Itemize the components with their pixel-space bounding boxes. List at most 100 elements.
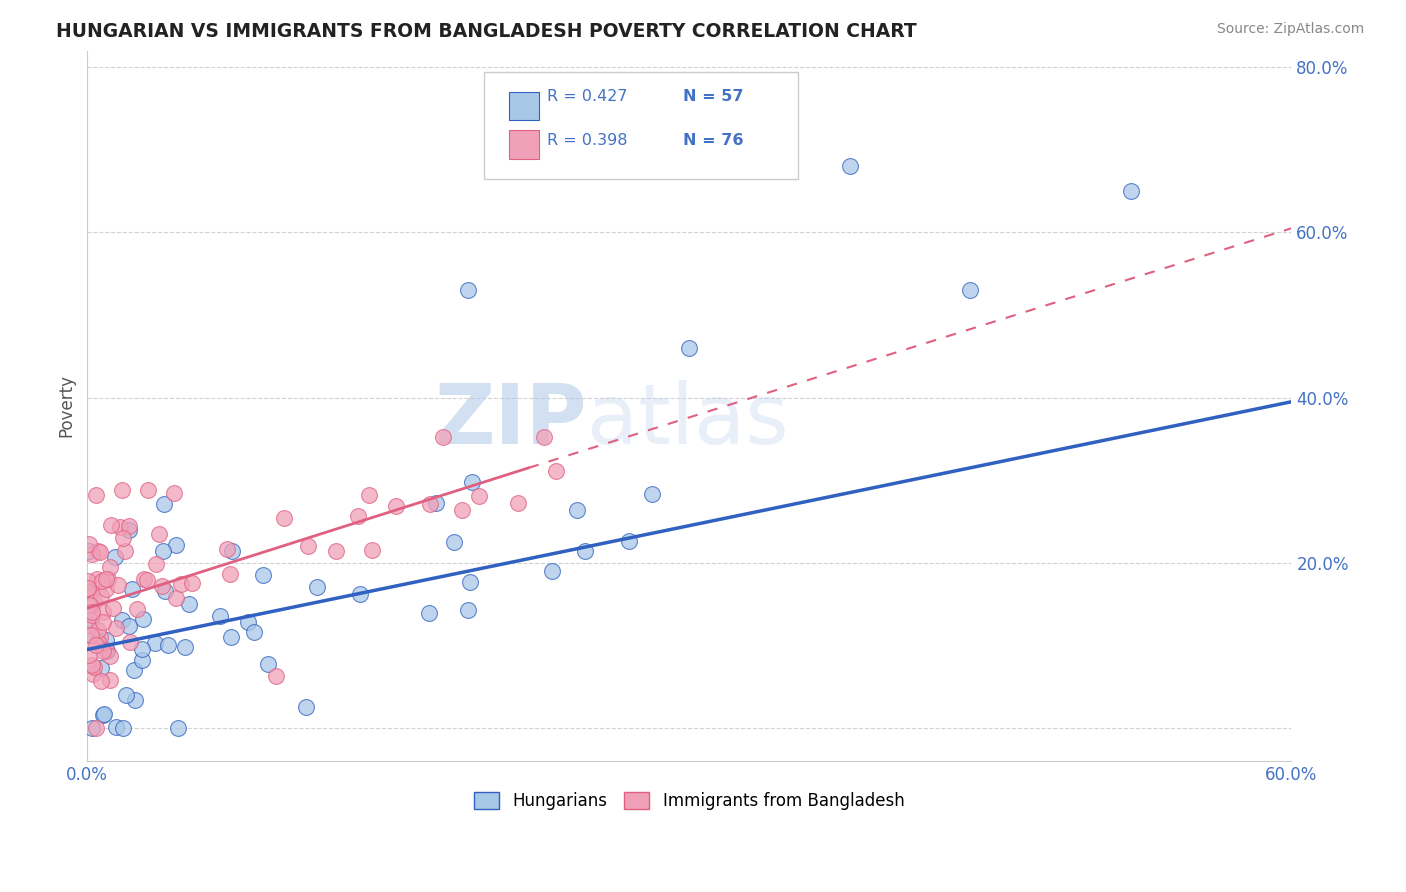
FancyBboxPatch shape	[509, 130, 538, 159]
Point	[91, 615, 114, 629]
Point	[104, 720, 127, 734]
Point	[443, 535, 465, 549]
Point	[79, 598, 101, 612]
Point	[124, 693, 146, 707]
Point	[90, 674, 112, 689]
Point	[101, 601, 124, 615]
Point	[297, 540, 319, 554]
Point	[100, 517, 122, 532]
Point	[152, 543, 174, 558]
Point	[91, 605, 114, 619]
Point	[468, 489, 491, 503]
FancyBboxPatch shape	[509, 92, 538, 120]
Point	[565, 503, 588, 517]
Point	[121, 582, 143, 596]
Point	[385, 499, 408, 513]
Point	[264, 669, 287, 683]
Point	[94, 643, 117, 657]
Point	[167, 721, 190, 735]
Point	[458, 575, 481, 590]
Point	[87, 544, 110, 558]
Point	[94, 632, 117, 647]
Point	[115, 688, 138, 702]
Point	[86, 572, 108, 586]
Point	[181, 575, 204, 590]
Point	[357, 488, 380, 502]
Point	[148, 527, 170, 541]
Point	[457, 603, 479, 617]
Legend: Hungarians, Immigrants from Bangladesh: Hungarians, Immigrants from Bangladesh	[468, 785, 911, 817]
Point	[174, 640, 197, 655]
Point	[838, 159, 860, 173]
Point	[305, 580, 328, 594]
Point	[90, 574, 112, 588]
Point	[678, 341, 700, 355]
Point	[150, 579, 173, 593]
Text: HUNGARIAN VS IMMIGRANTS FROM BANGLADESH POVERTY CORRELATION CHART: HUNGARIAN VS IMMIGRANTS FROM BANGLADESH …	[56, 22, 917, 41]
Point	[179, 598, 201, 612]
Point	[98, 560, 121, 574]
Point	[221, 543, 243, 558]
Point	[89, 630, 111, 644]
Point	[79, 584, 101, 599]
Point	[145, 636, 167, 650]
Point	[104, 549, 127, 564]
Point	[83, 660, 105, 674]
Point	[97, 572, 120, 586]
Text: N = 76: N = 76	[683, 134, 744, 148]
Point	[145, 558, 167, 572]
Point	[209, 608, 232, 623]
Point	[1119, 184, 1142, 198]
Point	[360, 543, 382, 558]
Point	[77, 537, 100, 551]
Point	[425, 496, 447, 510]
Point	[461, 475, 484, 489]
Point	[83, 595, 105, 609]
Point	[118, 524, 141, 538]
Point	[432, 430, 454, 444]
Point	[80, 721, 103, 735]
Point	[96, 582, 118, 596]
Point	[84, 721, 107, 735]
Point	[118, 619, 141, 633]
Point	[457, 283, 479, 297]
Text: ZIP: ZIP	[434, 380, 586, 460]
Point	[295, 700, 318, 714]
Text: Source: ZipAtlas.com: Source: ZipAtlas.com	[1216, 22, 1364, 37]
Point	[122, 663, 145, 677]
Point	[347, 509, 370, 524]
Point	[118, 634, 141, 648]
Point	[77, 585, 100, 599]
Point	[157, 638, 180, 652]
Point	[80, 658, 103, 673]
Point	[80, 605, 103, 619]
Point	[325, 543, 347, 558]
Point	[256, 657, 278, 671]
Point	[93, 707, 115, 722]
Point	[79, 628, 101, 642]
Point	[118, 519, 141, 533]
Point	[617, 534, 640, 549]
Point	[533, 429, 555, 443]
Point	[94, 572, 117, 586]
Point	[114, 544, 136, 558]
Point	[112, 721, 135, 735]
Text: R = 0.398: R = 0.398	[547, 134, 627, 148]
Point	[98, 648, 121, 663]
Point	[82, 608, 104, 623]
Point	[90, 589, 112, 603]
Point	[96, 644, 118, 658]
Point	[252, 568, 274, 582]
Point	[80, 547, 103, 561]
Point	[82, 666, 104, 681]
FancyBboxPatch shape	[485, 72, 797, 178]
Point	[165, 538, 187, 552]
Point	[77, 544, 100, 558]
Point	[163, 485, 186, 500]
Point	[215, 541, 238, 556]
Point	[108, 520, 131, 534]
Text: atlas: atlas	[586, 380, 789, 460]
Point	[131, 642, 153, 657]
Point	[170, 577, 193, 591]
Point	[77, 648, 100, 662]
